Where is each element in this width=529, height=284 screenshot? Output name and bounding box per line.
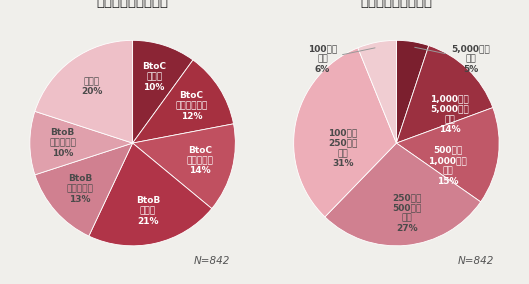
Wedge shape (358, 40, 396, 143)
Wedge shape (35, 143, 133, 236)
Wedge shape (30, 111, 133, 175)
Text: 100億～
250億円
未満
31%: 100億～ 250億円 未満 31% (329, 128, 358, 168)
Text: BtoB
製造楫
21%: BtoB 製造楫 21% (136, 196, 160, 226)
Text: 1,000億～
5,000億円
未満
14%: 1,000億～ 5,000億円 未満 14% (431, 94, 469, 134)
Title: 回答企業の売上構成: 回答企業の売上構成 (360, 0, 432, 9)
Text: その他
20%: その他 20% (81, 77, 102, 96)
Text: BtoB
商社・卵楫
13%: BtoB 商社・卵楫 13% (67, 174, 94, 204)
Wedge shape (133, 60, 233, 143)
Text: BtoB
サービス楫
10%: BtoB サービス楫 10% (49, 128, 76, 158)
Wedge shape (325, 143, 481, 246)
Text: BtoC
製造業
10%: BtoC 製造業 10% (142, 62, 166, 91)
Text: 100億円
未満
6%: 100億円 未満 6% (308, 44, 375, 74)
Text: 5,000億円
以上
5%: 5,000億円 以上 5% (415, 44, 490, 74)
Text: N=842: N=842 (458, 256, 494, 266)
Wedge shape (396, 45, 493, 143)
Title: 回答企業の業種構成: 回答企業の業種構成 (97, 0, 169, 9)
Text: 500億～
1,000億円
未満
15%: 500億～ 1,000億円 未満 15% (428, 146, 467, 186)
Wedge shape (133, 40, 193, 143)
Wedge shape (133, 124, 235, 208)
Wedge shape (396, 40, 429, 143)
Text: 250億～
500億円
未満
27%: 250億～ 500億円 未満 27% (392, 193, 422, 233)
Wedge shape (35, 40, 133, 143)
Text: BtoC
小売・外食楫
12%: BtoC 小売・外食楫 12% (176, 91, 208, 120)
Text: BtoC
サービス楫
14%: BtoC サービス楫 14% (187, 146, 214, 175)
Wedge shape (396, 108, 499, 202)
Wedge shape (294, 48, 396, 217)
Text: N=842: N=842 (194, 256, 230, 266)
Wedge shape (89, 143, 212, 246)
